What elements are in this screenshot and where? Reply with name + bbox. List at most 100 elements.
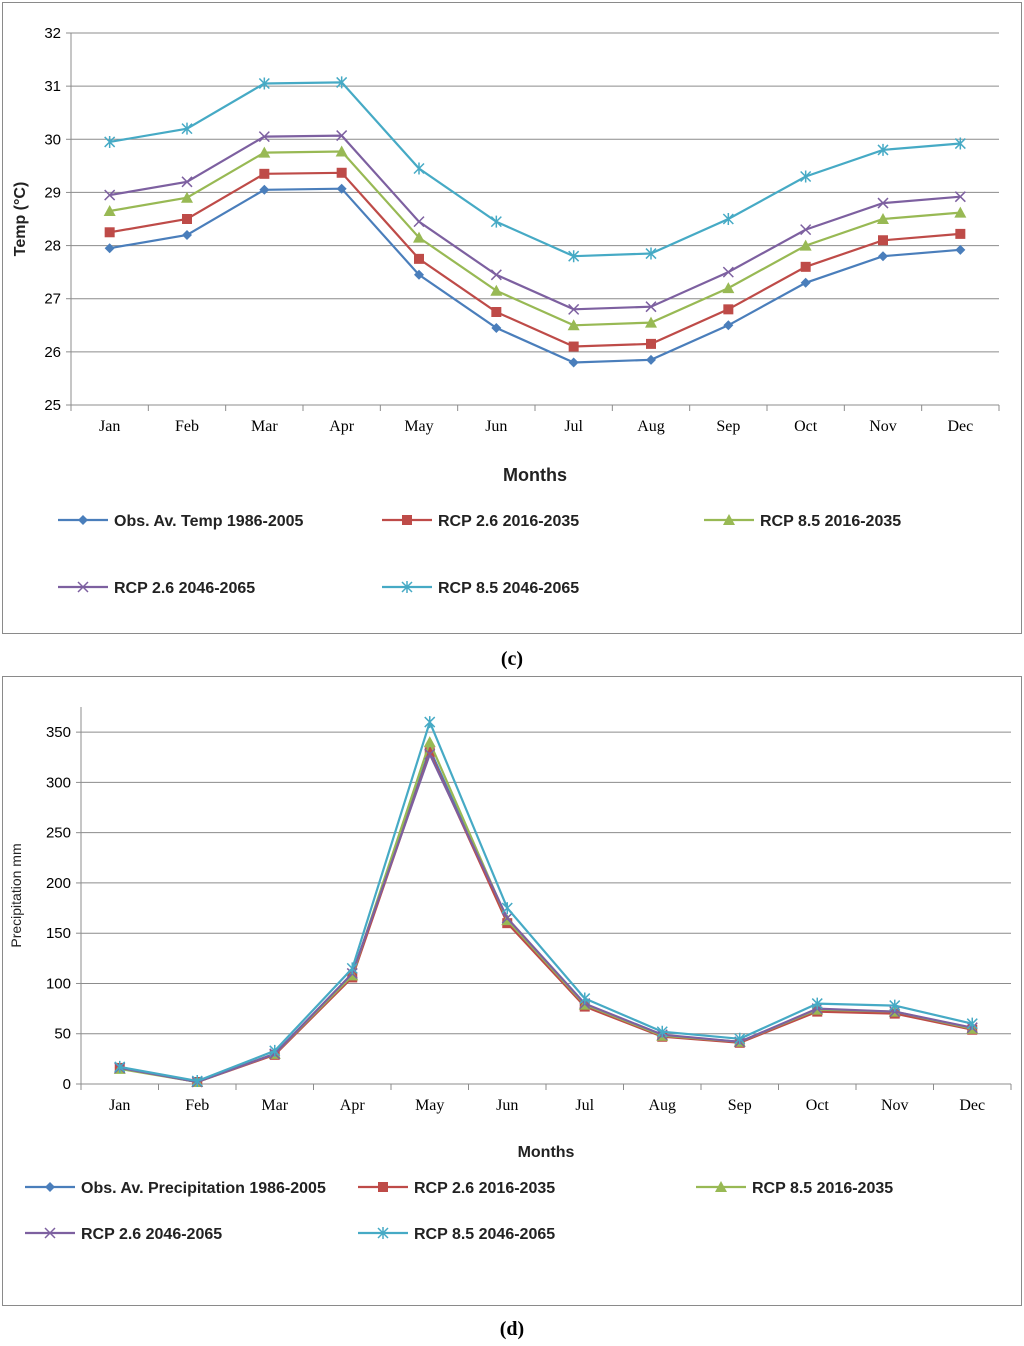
data-point	[800, 170, 812, 183]
temperature-chart-panel: 25 26 27 28 29 30 31 32 Jan Feb Mar Apr May Jun Jul Aug…	[2, 2, 1022, 634]
data-point	[811, 997, 823, 1010]
x-tick-label: Dec	[947, 418, 973, 435]
data-point	[800, 224, 812, 236]
data-point	[258, 146, 271, 158]
data-point	[413, 162, 425, 175]
x-tick-label: Nov	[869, 418, 897, 435]
x-tick-label: Sep	[728, 1097, 752, 1114]
data-point	[878, 251, 888, 262]
data-point	[104, 135, 116, 148]
data-point	[645, 301, 657, 313]
legend-label: Obs. Av. Precipitation 1986-2005	[81, 1180, 326, 1197]
series-line	[109, 81, 961, 258]
y-tick-label: 250	[46, 825, 71, 842]
legend-item: Obs. Av. Precipitation 1986-2005	[25, 1180, 326, 1197]
data-point	[800, 261, 811, 272]
x-tick-label: Jul	[575, 1097, 594, 1114]
y-tick-label: 31	[44, 78, 61, 95]
data-point	[104, 243, 115, 254]
series-2	[104, 167, 966, 352]
legend-marker	[723, 514, 735, 525]
data-point	[259, 184, 270, 195]
data-point	[413, 216, 425, 228]
data-point	[182, 214, 192, 224]
x-tick-label: Feb	[175, 418, 199, 435]
legend-marker	[377, 1227, 389, 1239]
x-axis-title: Months	[503, 465, 567, 485]
legend: Obs. Av. Temp 1986-2005 RCP 2.6 2016-2035…	[58, 513, 901, 597]
legend-marker	[378, 1182, 388, 1192]
series-2	[114, 747, 978, 1087]
data-point	[413, 231, 425, 243]
data-point	[491, 322, 502, 333]
x-tick-label: May	[404, 418, 433, 435]
data-point	[414, 269, 424, 280]
data-point	[258, 77, 270, 90]
legend-label: RCP 8.5 2016-2035	[760, 513, 901, 530]
series-line	[109, 134, 961, 311]
y-tick-label: 0	[63, 1076, 71, 1093]
caption-d: (d)	[499, 1318, 525, 1340]
precipitation-chart-panel: 0 50 100 150 200 250 300 350 Jan Feb Mar Apr May Jun J…	[2, 676, 1022, 1306]
x-tick-label: Jan	[99, 418, 120, 435]
data-point	[722, 282, 735, 294]
data-point	[799, 239, 812, 251]
data-point	[645, 316, 657, 328]
data-point	[567, 319, 580, 331]
y-axis-title: Temp (°C)	[12, 182, 29, 257]
y-tick-label: 26	[44, 344, 61, 361]
legend-marker	[401, 581, 413, 593]
legend-item: RCP 2.6 2046-2065	[25, 1226, 222, 1243]
data-point	[501, 902, 513, 915]
data-point	[104, 227, 115, 238]
legend-label: RCP 8.5 2016-2035	[752, 1180, 893, 1197]
x-tick-label: Mar	[261, 1097, 288, 1114]
data-point	[568, 341, 579, 352]
x-tick-label: Feb	[185, 1097, 209, 1114]
data-point	[878, 235, 888, 246]
data-point	[103, 205, 116, 217]
gridlines	[71, 32, 999, 406]
series-5	[104, 76, 966, 263]
legend-label: RCP 2.6 2046-2065	[114, 580, 255, 597]
legend-item: Obs. Av. Temp 1986-2005	[58, 513, 304, 530]
legend-label: Obs. Av. Temp 1986-2005	[114, 513, 304, 530]
data-point	[424, 716, 436, 729]
data-point	[424, 748, 436, 760]
x-tick-label: Nov	[881, 1097, 909, 1114]
data-point	[114, 1060, 126, 1073]
x-axis: Jan Feb Mar Apr May Jun Jul Aug Sep Oct Nov Dec	[80, 1084, 1012, 1114]
y-tick-label: 28	[44, 238, 61, 255]
x-tick-label: Mar	[251, 418, 278, 435]
x-tick-label: Jul	[564, 418, 583, 435]
x-tick-label: Jun	[485, 418, 507, 435]
data-point	[490, 269, 502, 281]
data-point	[877, 143, 889, 156]
y-axis: 0 50 100 150 200 250 300 350	[46, 724, 81, 1093]
data-point	[955, 228, 966, 239]
data-point	[490, 215, 502, 228]
data-point	[335, 145, 348, 157]
data-point	[346, 962, 358, 975]
legend-item: RCP 2.6 2016-2035	[382, 513, 579, 530]
x-tick-label: May	[415, 1097, 444, 1114]
data-point	[491, 307, 502, 317]
data-point	[104, 189, 116, 201]
y-tick-label: 32	[44, 25, 61, 42]
data-point	[954, 206, 967, 218]
data-point	[889, 999, 901, 1012]
x-tick-label: Oct	[806, 1097, 830, 1114]
legend-label: RCP 2.6 2046-2065	[81, 1226, 222, 1243]
legend-item: RCP 2.6 2016-2035	[358, 1180, 555, 1197]
x-tick-label: Aug	[637, 418, 665, 435]
data-point	[646, 338, 656, 349]
legend-label: RCP 2.6 2016-2035	[438, 513, 579, 530]
x-tick-label: Aug	[648, 1097, 676, 1114]
x-tick-label: Oct	[794, 418, 818, 435]
data-point	[181, 176, 193, 188]
data-point	[568, 357, 579, 368]
legend-marker	[402, 515, 412, 525]
data-point	[191, 1074, 203, 1087]
x-tick-label: Sep	[716, 418, 740, 435]
data-point	[423, 736, 436, 748]
